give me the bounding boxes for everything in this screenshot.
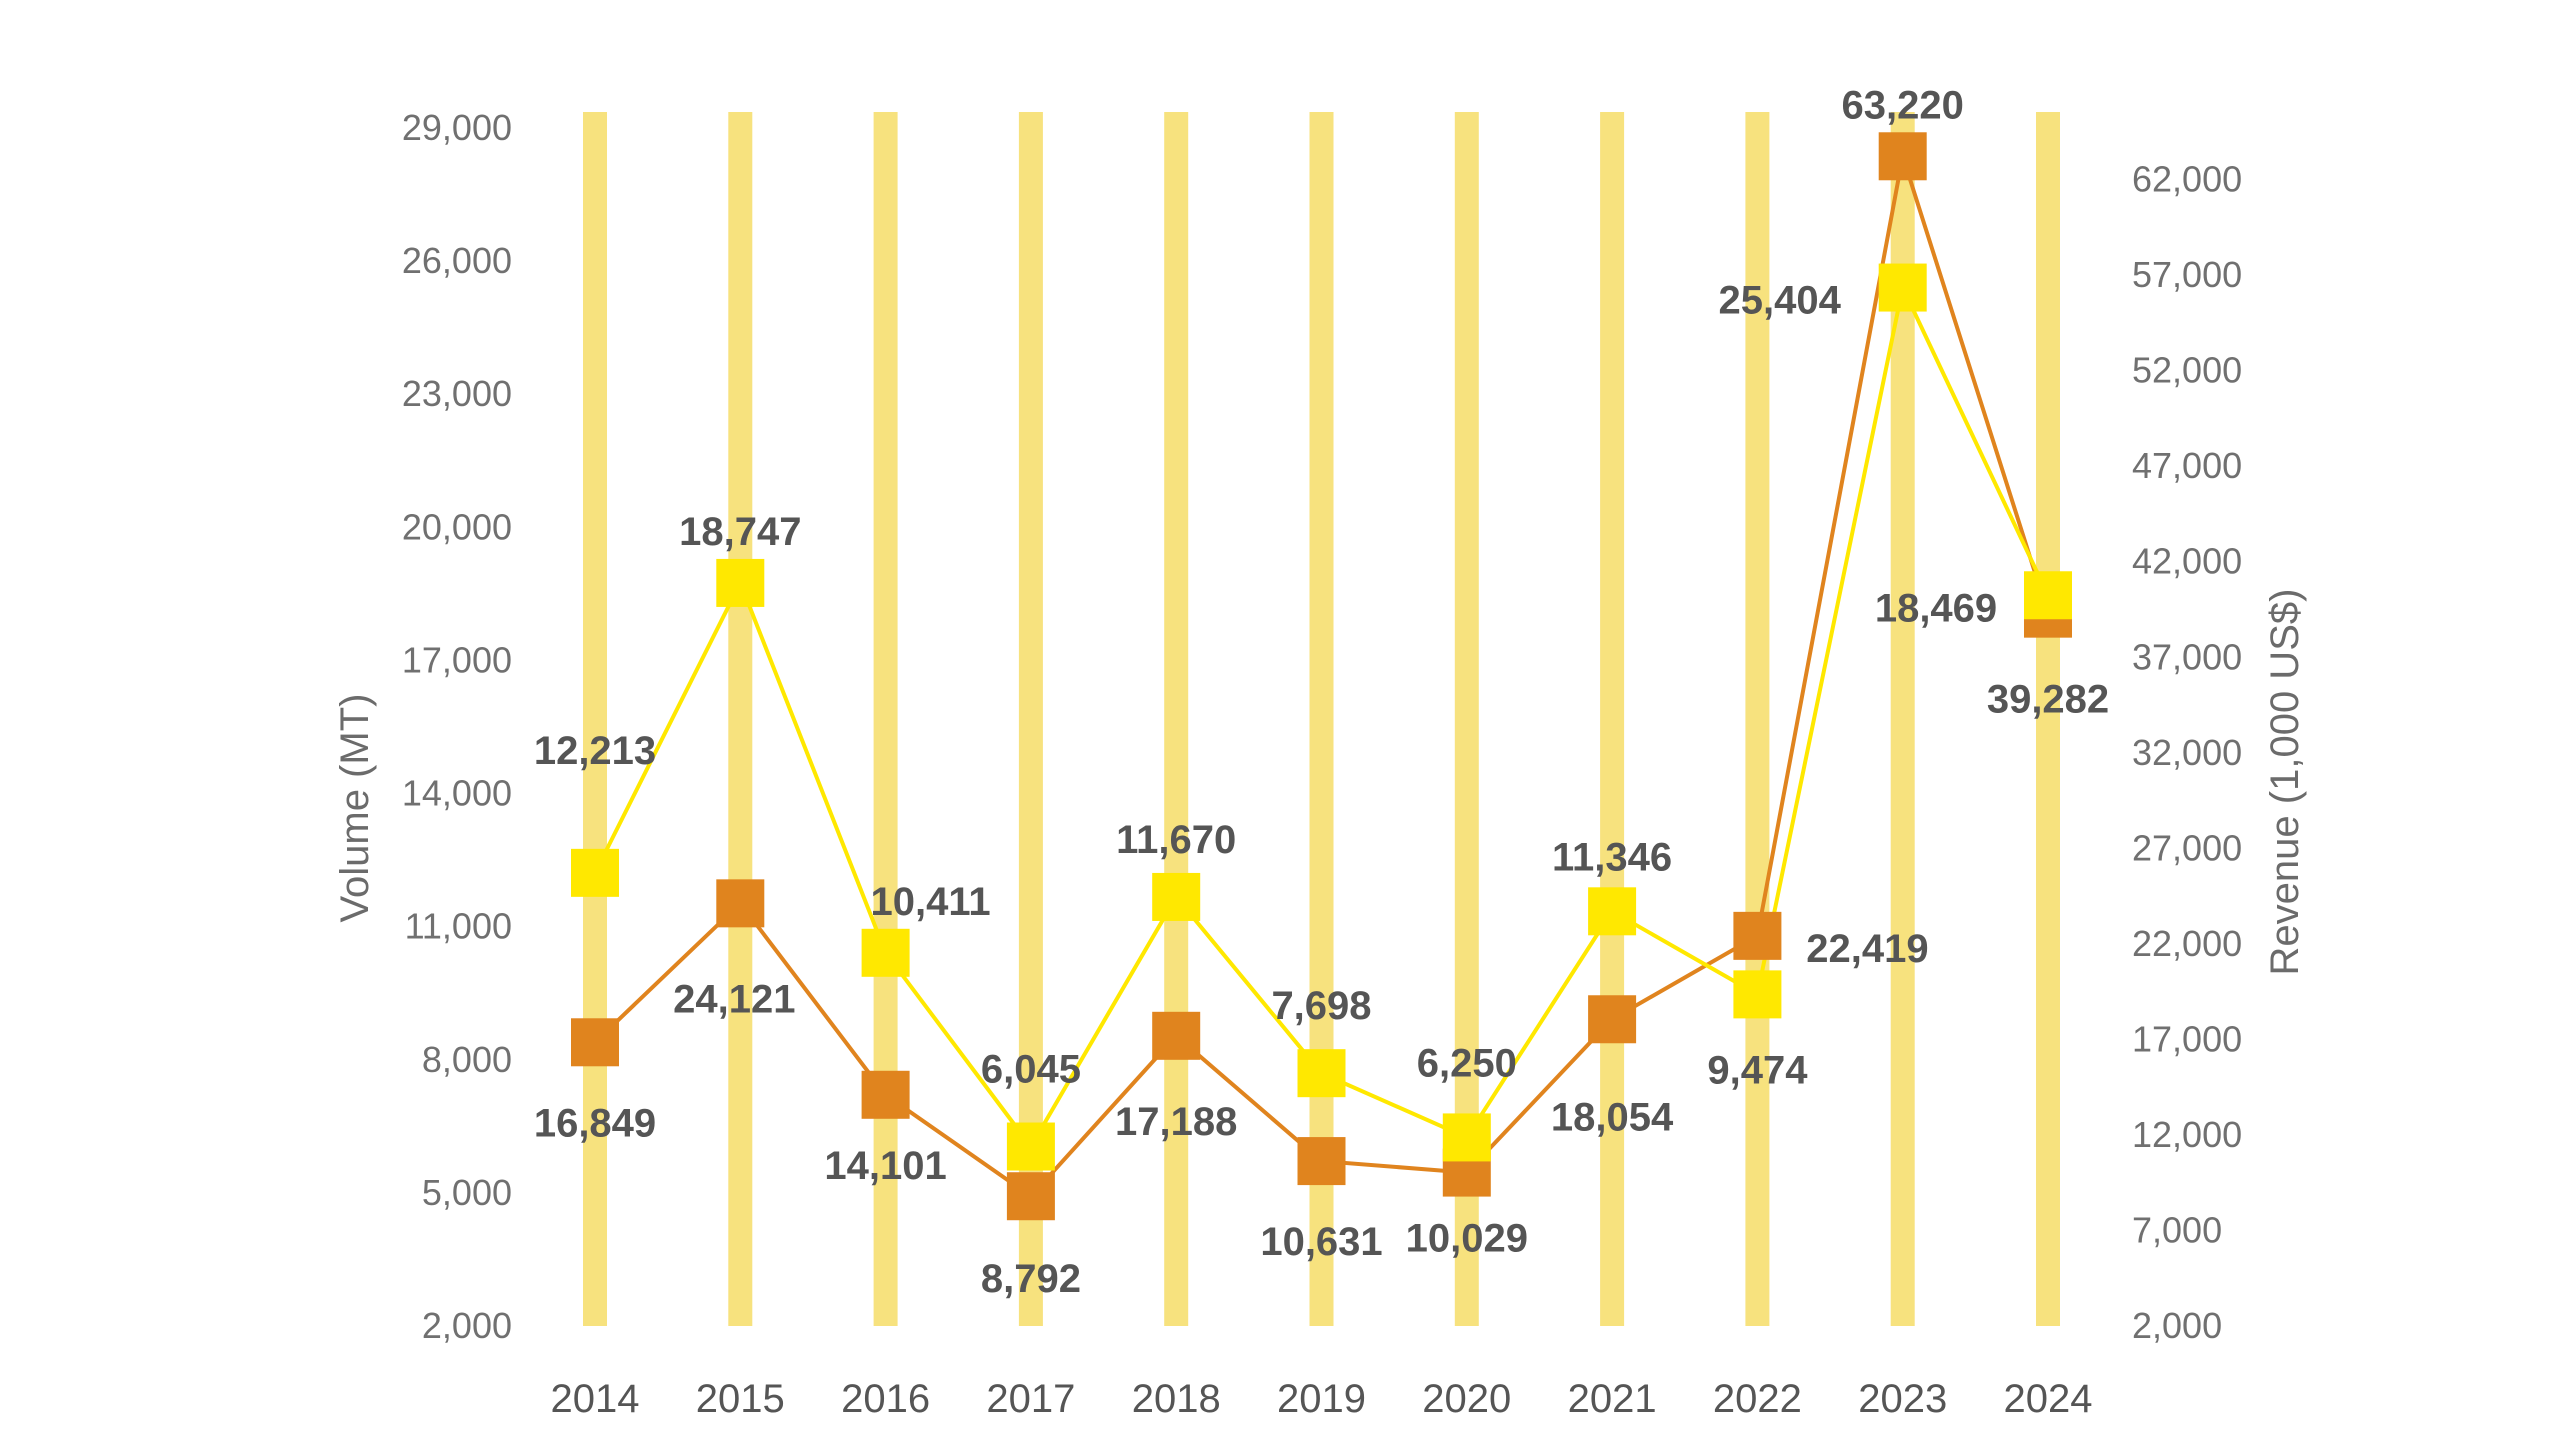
revenue-data-label: 10,631 <box>1260 1220 1382 1264</box>
y-right-tick-label: 22,000 <box>2132 923 2242 964</box>
revenue-data-label: 16,849 <box>534 1101 656 1145</box>
y-left-tick-label: 20,000 <box>402 506 512 547</box>
volume-marker <box>1442 1113 1491 1162</box>
revenue-marker <box>1588 995 1637 1044</box>
volume-data-label: 6,250 <box>1417 1041 1517 1085</box>
right-axis-ticks: 2,000 7,000 12,000 17,000 22,000 27,000 32,000… <box>2132 159 2242 1346</box>
category-band <box>1309 112 1334 1326</box>
y-axis-left-title: Volume (MT) <box>333 694 377 923</box>
category-band <box>728 112 753 1326</box>
category-band <box>583 112 607 1326</box>
x-tick-label: 2022 <box>1713 1377 1802 1421</box>
revenue-data-label: 24,121 <box>673 977 795 1021</box>
revenue-data-label: 17,188 <box>1115 1100 1237 1144</box>
volume-marker <box>1152 872 1201 921</box>
volume-marker <box>1006 1122 1055 1171</box>
revenue-marker <box>1006 1172 1055 1221</box>
revenue-marker <box>1152 1011 1201 1060</box>
revenue-data-label: 8,792 <box>981 1257 1081 1301</box>
y-right-tick-label: 17,000 <box>2132 1018 2242 1059</box>
category-band <box>1890 112 1915 1326</box>
x-axis-ticks: 2014 2015 2016 2017 2018 2019 2020 2021 2022 2023… <box>551 1377 2093 1421</box>
revenue-marker <box>1878 132 1927 181</box>
volume-marker <box>861 928 910 977</box>
y-left-tick-label: 23,000 <box>402 373 512 414</box>
volume-data-label: 25,404 <box>1719 279 1842 323</box>
category-band <box>1745 112 1770 1326</box>
y-right-tick-label: 27,000 <box>2132 827 2242 868</box>
x-tick-label: 2015 <box>696 1377 785 1421</box>
y-left-tick-label: 2,000 <box>422 1305 512 1346</box>
y-left-tick-label: 26,000 <box>402 240 512 281</box>
y-left-tick-label: 17,000 <box>402 639 512 680</box>
volume-marker <box>1733 970 1782 1019</box>
category-band <box>1600 112 1625 1326</box>
y-right-tick-label: 12,000 <box>2132 1114 2242 1155</box>
revenue-data-label: 63,220 <box>1842 83 1964 127</box>
volume-marker <box>1878 263 1927 312</box>
revenue-marker <box>861 1070 910 1119</box>
revenue-data-label: 14,101 <box>824 1144 946 1188</box>
category-band <box>2036 112 2060 1326</box>
x-tick-label: 2023 <box>1858 1377 1947 1421</box>
volume-data-label: 11,670 <box>1116 818 1236 862</box>
x-tick-label: 2017 <box>986 1377 1075 1421</box>
revenue-data-label: 10,029 <box>1406 1217 1528 1261</box>
y-right-tick-label: 62,000 <box>2132 159 2242 200</box>
volume-marker <box>1588 887 1637 936</box>
volume-marker <box>716 558 765 607</box>
x-tick-label: 2020 <box>1422 1377 1511 1421</box>
volume-marker <box>1297 1049 1346 1098</box>
revenue-marker <box>1297 1137 1346 1186</box>
volume-data-label: 10,411 <box>871 880 991 924</box>
x-tick-label: 2021 <box>1568 1377 1657 1421</box>
revenue-marker <box>571 1018 619 1067</box>
revenue-marker <box>716 879 765 928</box>
y-left-tick-label: 14,000 <box>402 773 512 814</box>
y-left-tick-label: 5,000 <box>422 1172 512 1213</box>
y-left-tick-label: 11,000 <box>405 906 512 947</box>
volume-data-label: 18,469 <box>1875 586 1997 630</box>
x-tick-label: 2024 <box>2004 1377 2093 1421</box>
revenue-marker <box>1733 911 1782 960</box>
y-right-tick-label: 7,000 <box>2132 1209 2222 1250</box>
volume-data-label: 9,474 <box>1707 1048 1808 1092</box>
category-band <box>873 112 898 1326</box>
y-right-tick-label: 37,000 <box>2132 636 2242 677</box>
x-tick-label: 2016 <box>841 1377 930 1421</box>
revenue-data-label: 22,419 <box>1806 927 1928 971</box>
volume-data-label: 11,346 <box>1552 835 1672 879</box>
category-band <box>1164 112 1189 1326</box>
y-axis-right-title: Revenue (1,000 US$) <box>2263 589 2307 976</box>
volume-marker <box>2024 571 2072 620</box>
y-left-tick-label: 29,000 <box>402 107 512 148</box>
x-tick-label: 2018 <box>1132 1377 1221 1421</box>
volume-data-label: 6,045 <box>981 1048 1081 1092</box>
y-right-tick-label: 42,000 <box>2132 541 2242 582</box>
series-markers <box>571 132 2072 1221</box>
y-right-tick-label: 32,000 <box>2132 732 2242 773</box>
left-axis-ticks: 2,000 5,000 8,000 11,000 14,000 17,000 20,000 2… <box>402 107 512 1346</box>
y-right-tick-label: 47,000 <box>2132 445 2242 486</box>
volume-data-label: 18,747 <box>679 510 801 554</box>
revenue-data-label: 18,054 <box>1551 1095 1674 1139</box>
y-right-tick-label: 2,000 <box>2132 1305 2222 1346</box>
x-tick-label: 2014 <box>551 1377 640 1421</box>
y-right-tick-label: 57,000 <box>2132 254 2242 295</box>
volume-data-label: 12,213 <box>534 729 656 773</box>
category-bands <box>583 112 2060 1326</box>
data-labels: 12,213 18,747 10,411 6,045 11,670 7,698 6,250 1… <box>534 83 2109 1301</box>
volume-data-label: 7,698 <box>1271 984 1371 1028</box>
x-tick-label: 2019 <box>1277 1377 1366 1421</box>
y-right-tick-label: 52,000 <box>2132 350 2242 391</box>
y-left-tick-label: 8,000 <box>422 1039 512 1080</box>
volume-marker <box>571 848 619 897</box>
revenue-data-label: 39,282 <box>1987 678 2109 722</box>
